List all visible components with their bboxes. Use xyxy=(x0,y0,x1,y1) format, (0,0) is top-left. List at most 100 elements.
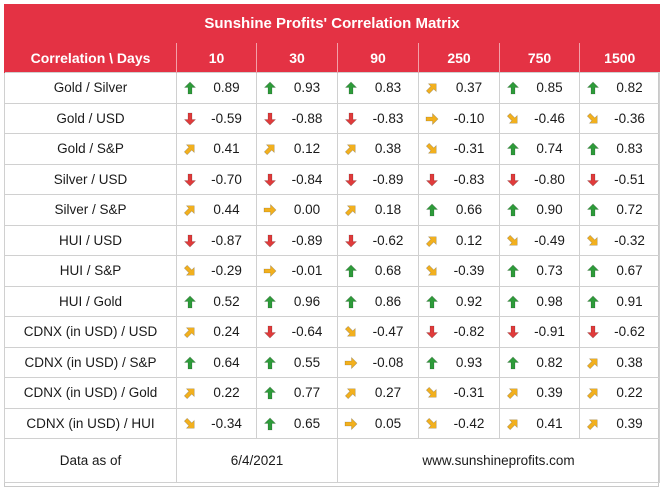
correlation-value: -0.39 xyxy=(453,263,485,279)
arrow-down-icon xyxy=(183,173,197,187)
correlation-cell: -0.47 xyxy=(337,316,419,348)
correlation-cell: 0.98 xyxy=(499,285,580,317)
correlation-cell: 0.00 xyxy=(256,194,338,226)
arrow-down-right-icon xyxy=(425,417,439,431)
correlation-value: 0.12 xyxy=(293,141,321,157)
correlation-value: 0.22 xyxy=(213,385,240,401)
correlation-value: -0.88 xyxy=(291,110,323,126)
arrow-up-icon xyxy=(344,81,358,95)
table-row: CDNX (in USD) / Gold 0.22 0.77 0.27 -0.31 0.3… xyxy=(4,377,661,409)
arrow-down-icon xyxy=(506,325,520,339)
arrow-right-icon xyxy=(344,417,358,431)
correlation-value: 0.98 xyxy=(536,293,563,309)
arrow-up-right-icon xyxy=(183,386,197,400)
arrow-down-right-icon xyxy=(344,325,358,339)
arrow-down-right-icon xyxy=(425,264,439,278)
arrow-up-icon xyxy=(425,295,439,309)
correlation-value: -0.47 xyxy=(372,324,404,340)
correlation-value: 0.39 xyxy=(616,415,643,431)
arrow-up-icon xyxy=(586,142,600,156)
correlation-cell: -0.83 xyxy=(418,163,500,195)
arrow-up-right-icon xyxy=(344,203,358,217)
correlation-cell: -0.42 xyxy=(418,407,500,439)
correlation-value: 0.24 xyxy=(213,324,240,340)
correlation-value: -0.80 xyxy=(534,171,565,187)
arrow-down-right-icon xyxy=(425,142,439,156)
correlation-cell: -0.88 xyxy=(256,102,338,134)
correlation-value: 0.91 xyxy=(616,293,643,309)
correlation-cell: -0.29 xyxy=(176,255,257,287)
correlation-value: 0.93 xyxy=(455,354,483,370)
correlation-cell: -0.51 xyxy=(578,163,661,195)
correlation-value: 0.38 xyxy=(374,141,402,157)
correlation-cell: -0.36 xyxy=(578,102,661,134)
correlation-value: 0.52 xyxy=(213,293,240,309)
correlation-cell: 0.96 xyxy=(256,285,338,317)
correlation-cell: 0.27 xyxy=(337,377,419,409)
correlation-value: 0.82 xyxy=(616,80,643,96)
arrow-up-icon xyxy=(183,81,197,95)
correlation-value: -0.10 xyxy=(453,110,485,126)
correlation-cell: -0.83 xyxy=(337,102,419,134)
arrow-right-icon xyxy=(263,264,277,278)
table-row: HUI / S&P -0.29 -0.01 0.68 -0.39 0.73 0.67 xyxy=(4,255,661,287)
row-label: Gold / USD xyxy=(4,102,177,134)
correlation-cell: -0.84 xyxy=(256,163,338,195)
correlation-value: -0.59 xyxy=(211,110,242,126)
footer-date: 6/4/2021 xyxy=(176,438,338,483)
correlation-cell: -0.01 xyxy=(256,255,338,287)
arrow-up-right-icon xyxy=(183,325,197,339)
correlation-cell: 0.90 xyxy=(499,194,580,226)
correlation-value: 0.73 xyxy=(536,263,563,279)
arrow-up-icon xyxy=(263,295,277,309)
correlation-value: 0.66 xyxy=(455,202,483,218)
correlation-value: 0.68 xyxy=(374,263,402,279)
arrow-up-right-icon xyxy=(183,203,197,217)
corner-header: Correlation \ Days xyxy=(4,42,177,73)
arrow-up-right-icon xyxy=(183,142,197,156)
table-row: Silver / S&P 0.44 0.00 0.18 0.66 0.90 0.72 xyxy=(4,194,661,226)
row-label: CDNX (in USD) / S&P xyxy=(4,346,177,378)
correlation-value: 0.41 xyxy=(536,415,563,431)
correlation-cell: 0.92 xyxy=(418,285,500,317)
arrow-down-icon xyxy=(263,234,277,248)
arrow-up-right-icon xyxy=(586,417,600,431)
correlation-cell: 0.38 xyxy=(337,133,419,165)
arrow-down-right-icon xyxy=(586,112,600,126)
correlation-value: -0.01 xyxy=(291,263,323,279)
arrow-up-right-icon xyxy=(586,386,600,400)
correlation-cell: 0.93 xyxy=(256,72,338,104)
arrow-down-icon xyxy=(344,112,358,126)
arrow-up-icon xyxy=(506,81,520,95)
arrow-down-icon xyxy=(506,173,520,187)
correlation-cell: -0.46 xyxy=(499,102,580,134)
arrow-up-icon xyxy=(425,203,439,217)
correlation-value: 0.41 xyxy=(213,141,240,157)
arrow-up-right-icon xyxy=(344,386,358,400)
table-row: CDNX (in USD) / USD 0.24 -0.64 -0.47 -0.82 -0… xyxy=(4,316,661,348)
arrow-down-icon xyxy=(586,325,600,339)
correlation-cell: 0.73 xyxy=(499,255,580,287)
correlation-cell: 0.64 xyxy=(176,346,257,378)
arrow-down-icon xyxy=(183,234,197,248)
arrow-up-icon xyxy=(506,203,520,217)
correlation-value: 0.37 xyxy=(455,80,483,96)
correlation-cell: -0.59 xyxy=(176,102,257,134)
arrow-right-icon xyxy=(344,356,358,370)
correlation-value: 0.77 xyxy=(293,385,321,401)
correlation-value: -0.83 xyxy=(453,171,485,187)
correlation-cell: -0.31 xyxy=(418,133,500,165)
correlation-cell: 0.83 xyxy=(337,72,419,104)
correlation-value: 0.55 xyxy=(293,354,321,370)
arrow-up-icon xyxy=(263,386,277,400)
correlation-value: 0.96 xyxy=(293,293,321,309)
correlation-cell: 0.85 xyxy=(499,72,580,104)
correlation-cell: -0.31 xyxy=(418,377,500,409)
arrow-up-right-icon xyxy=(263,142,277,156)
correlation-cell: 0.66 xyxy=(418,194,500,226)
correlation-cell: -0.87 xyxy=(176,224,257,256)
correlation-value: 0.00 xyxy=(293,202,321,218)
correlation-value: -0.42 xyxy=(453,415,485,431)
table-row: HUI / Gold 0.52 0.96 0.86 0.92 0.98 0.91 xyxy=(4,285,661,317)
arrow-up-icon xyxy=(586,295,600,309)
